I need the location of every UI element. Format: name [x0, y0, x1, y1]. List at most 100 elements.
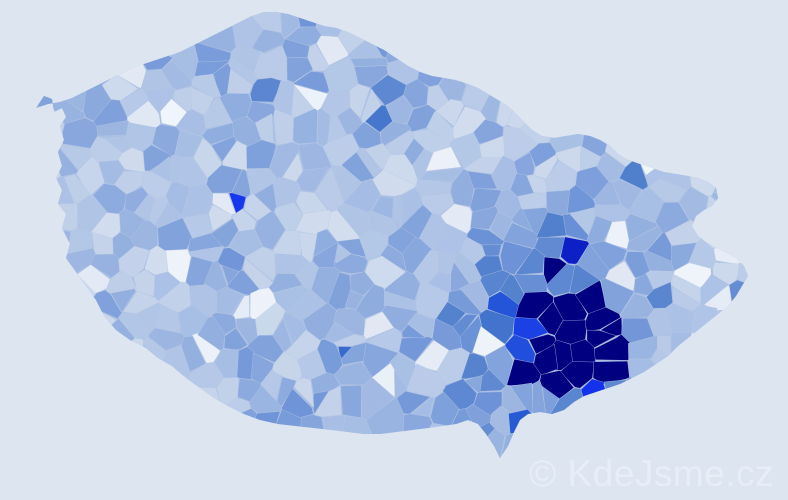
municipality-cell[interactable] — [745, 184, 788, 203]
municipality-cell[interactable] — [361, 0, 410, 17]
municipality-cell[interactable] — [517, 24, 546, 49]
municipality-cell[interactable] — [682, 99, 716, 120]
municipality-cell[interactable] — [83, 9, 107, 38]
municipality-cell[interactable] — [36, 0, 69, 18]
municipality-cell[interactable] — [415, 490, 454, 500]
municipality-cell[interactable] — [0, 152, 23, 198]
municipality-cell[interactable] — [479, 368, 506, 392]
municipality-cell[interactable] — [564, 86, 596, 124]
municipality-cell[interactable] — [281, 466, 317, 500]
municipality-cell[interactable] — [622, 54, 657, 88]
municipality-cell[interactable] — [296, 0, 320, 28]
municipality-cell[interactable] — [687, 238, 717, 270]
municipality-cell[interactable] — [596, 423, 627, 450]
municipality-cell[interactable] — [306, 459, 328, 476]
municipality-cell[interactable] — [665, 128, 707, 170]
municipality-cell[interactable] — [41, 262, 78, 298]
municipality-cell[interactable] — [750, 153, 776, 173]
municipality-cell[interactable] — [182, 183, 213, 218]
municipality-cell[interactable] — [20, 395, 56, 423]
municipality-cell[interactable] — [141, 425, 165, 456]
municipality-cell[interactable] — [22, 102, 41, 138]
municipality-cell[interactable] — [24, 297, 46, 330]
municipality-cell[interactable] — [393, 195, 402, 228]
municipality-cell[interactable] — [480, 269, 513, 298]
municipality-cell[interactable] — [612, 178, 642, 213]
municipality-cell[interactable] — [647, 414, 678, 442]
municipality-cell[interactable] — [322, 445, 349, 469]
municipality-cell[interactable] — [439, 429, 469, 459]
municipality-cell[interactable] — [152, 392, 183, 426]
municipality-cell[interactable] — [529, 142, 557, 168]
municipality-cell[interactable] — [433, 0, 468, 33]
municipality-cell[interactable] — [720, 56, 749, 88]
municipality-cell[interactable] — [148, 195, 169, 225]
municipality-cell[interactable] — [8, 0, 39, 14]
municipality-cell[interactable] — [460, 352, 489, 379]
municipality-cell[interactable] — [727, 394, 760, 424]
municipality-cell[interactable] — [75, 36, 105, 69]
municipality-cell[interactable] — [400, 1, 436, 36]
municipality-cell[interactable] — [595, 0, 620, 14]
municipality-cell[interactable] — [28, 163, 61, 189]
municipality-cell[interactable] — [734, 111, 763, 140]
municipality-cell[interactable] — [344, 290, 365, 310]
municipality-cell[interactable] — [410, 396, 435, 417]
municipality-cell[interactable] — [647, 17, 678, 46]
municipality-cell[interactable] — [628, 188, 665, 224]
municipality-cell[interactable] — [15, 437, 49, 469]
municipality-cell[interactable] — [709, 105, 735, 131]
municipality-cell[interactable] — [0, 302, 31, 333]
municipality-cell[interactable] — [148, 0, 173, 32]
municipality-cell[interactable] — [701, 216, 725, 232]
municipality-cell[interactable] — [761, 316, 778, 345]
municipality-cell[interactable] — [773, 54, 788, 98]
municipality-cell[interactable] — [638, 90, 667, 128]
municipality-cell[interactable] — [515, 291, 554, 320]
municipality-cell[interactable] — [233, 463, 262, 488]
municipality-cell[interactable] — [24, 183, 54, 222]
municipality-cell[interactable] — [63, 3, 86, 44]
municipality-cell[interactable] — [316, 35, 349, 66]
municipality-cell[interactable] — [298, 414, 326, 447]
municipality-cell[interactable] — [314, 0, 364, 17]
municipality-cell[interactable] — [762, 95, 788, 134]
municipality-cell[interactable] — [223, 327, 249, 351]
municipality-cell[interactable] — [670, 332, 693, 367]
municipality-cell[interactable] — [646, 381, 675, 415]
municipality-cell[interactable] — [401, 324, 427, 339]
municipality-cell[interactable] — [403, 457, 432, 481]
municipality-cell[interactable] — [228, 56, 259, 84]
municipality-cell[interactable] — [556, 0, 589, 28]
municipality-cell[interactable] — [437, 251, 456, 274]
municipality-cell[interactable] — [67, 228, 93, 256]
municipality-cell[interactable] — [715, 415, 737, 437]
municipality-cell[interactable] — [132, 24, 156, 47]
municipality-cell[interactable] — [746, 128, 767, 158]
municipality-cell[interactable] — [759, 292, 788, 325]
municipality-cell[interactable] — [1, 12, 42, 37]
municipality-cell[interactable] — [350, 57, 389, 68]
municipality-cell[interactable] — [14, 132, 41, 148]
municipality-cell[interactable] — [553, 0, 597, 16]
municipality-cell[interactable] — [63, 174, 91, 206]
municipality-cell[interactable] — [557, 413, 591, 441]
municipality-cell[interactable] — [711, 434, 743, 453]
municipality-cell[interactable] — [737, 262, 770, 290]
municipality-cell[interactable] — [95, 432, 130, 466]
municipality-cell[interactable] — [177, 470, 211, 500]
municipality-cell[interactable] — [711, 192, 746, 212]
municipality-cell[interactable] — [747, 77, 778, 112]
municipality-cell[interactable] — [232, 15, 264, 50]
municipality-cell[interactable] — [717, 336, 748, 367]
municipality-cell[interactable] — [699, 389, 716, 420]
municipality-cell[interactable] — [280, 9, 301, 39]
municipality-cell[interactable] — [747, 0, 788, 33]
municipality-cell[interactable] — [230, 434, 266, 464]
municipality-cell[interactable] — [236, 346, 255, 380]
municipality-cell[interactable] — [661, 5, 698, 43]
municipality-cell[interactable] — [588, 34, 613, 62]
municipality-cell[interactable] — [293, 377, 315, 408]
municipality-cell[interactable] — [282, 38, 310, 58]
municipality-cell[interactable] — [22, 233, 49, 261]
